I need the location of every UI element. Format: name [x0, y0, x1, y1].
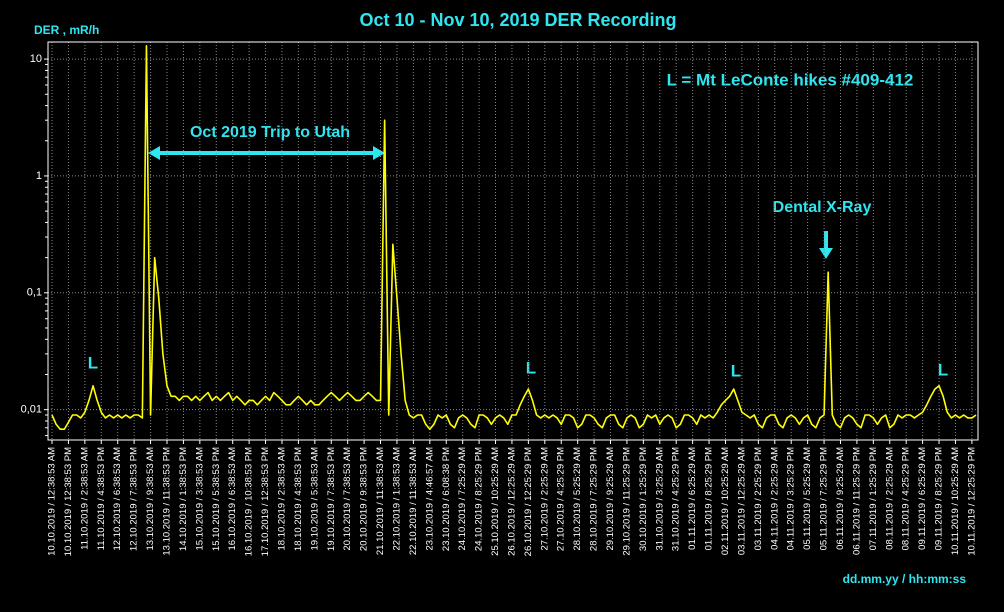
x-tick-label: 13.10.2019 / 11:38:53 PM — [162, 447, 173, 556]
x-tick-label: 25.10.2019 / 10:25:29 AM — [490, 447, 501, 556]
x-tick-label: 23.10.2019 / 4:46:57 AM — [424, 447, 435, 551]
x-tick-label: 16.10.2019 / 6:38:53 AM — [227, 447, 238, 551]
x-tick-label: 26.10.2019 / 12:25:29 PM — [523, 447, 534, 556]
x-tick-label: 19.10.2019 / 5:38:53 AM — [309, 447, 320, 551]
x-tick-label: 10.10.2019 / 12:38:53 AM — [47, 447, 58, 556]
plot-frame — [47, 41, 979, 441]
x-tick-label: 21.10.2019 / 11:38:53 AM — [375, 447, 386, 555]
series-line — [51, 44, 977, 431]
x-tick-label: 22.10.2019 / 11:38:53 AM — [408, 447, 419, 555]
x-tick-label: 10.10.2019 / 12:38:53 PM — [63, 447, 74, 556]
x-tick-label: 12.10.2019 / 6:38:53 AM — [112, 447, 123, 551]
x-tick-label: 08.11.2019 / 4:25:29 PM — [901, 447, 912, 550]
annotation: Oct 2019 Trip to Utah — [190, 124, 350, 141]
x-tick-label: 20.10.2019 / 7:38:53 AM — [342, 447, 353, 551]
x-tick-label: 07.11.2019 / 1:25:29 PM — [868, 447, 879, 550]
x-tick-label: 14.10.2019 / 1:38:53 PM — [178, 447, 189, 551]
y-tick-label: 0,01 — [21, 404, 42, 416]
x-tick-label: 28.10.2019 / 5:25:29 AM — [572, 447, 583, 551]
x-tick-label: 27.10.2019 / 2:25:29 AM — [539, 447, 550, 551]
x-tick-label: 27.10.2019 / 4:25:29 PM — [556, 447, 567, 551]
annotation: Dental X-Ray — [773, 199, 872, 216]
x-tick-label: 11.10.2019 / 2:38:53 AM — [79, 447, 90, 550]
x-tick-label: 06.11.2019 / 9:25:29 AM — [835, 447, 846, 550]
x-tick-label: 03.11.2019 / 2:25:29 PM — [753, 447, 764, 550]
x-tick-label: 10.11.2019 / 12:25:29 PM — [966, 447, 977, 556]
x-tick-label: 22.10.2019 / 1:38:53 AM — [391, 447, 402, 551]
x-tick-label: 11.10.2019 / 4:38:53 PM — [96, 447, 107, 550]
x-tick-label: 05.11.2019 / 5:25:29 AM — [802, 447, 813, 550]
x-tick-label: 04.11.2019 / 2:25:29 AM — [769, 447, 780, 550]
x-tick-label: 29.10.2019 / 9:25:29 AM — [605, 447, 616, 551]
legend-note: L = Mt LeConte hikes #409-412 — [667, 70, 914, 89]
y-tick-label: 10 — [30, 53, 42, 65]
x-tick-label: 24.10.2019 / 7:25:29 AM — [457, 447, 468, 551]
x-tick-label: 16.10.2019 / 10:38:53 PM — [244, 447, 255, 556]
y-axis-label: DER , mR/h — [34, 23, 99, 37]
x-tick-label: 28.10.2019 / 7:25:29 PM — [589, 447, 600, 551]
chart-title: Oct 10 - Nov 10, 2019 DER Recording — [359, 10, 676, 30]
x-axis-label: dd.mm.yy / hh:mm:ss — [843, 572, 967, 586]
x-tick-label: 05.11.2019 / 7:25:29 PM — [819, 447, 830, 550]
y-tick-label: 1 — [36, 170, 42, 182]
plot — [51, 44, 977, 431]
x-tick-label: 15.10.2019 / 5:38:53 PM — [211, 447, 222, 551]
annotation: L — [731, 361, 741, 380]
x-tick-label: 13.10.2019 / 9:38:53 AM — [145, 447, 156, 551]
x-tick-label: 01.11.2019 / 6:25:29 AM — [687, 447, 698, 550]
y-tick-label: 0,1 — [27, 287, 42, 299]
x-tick-label: 24.10.2019 / 8:25:29 PM — [474, 447, 485, 551]
x-tick-label: 29.10.2019 / 11:25:29 PM — [621, 447, 632, 556]
x-tick-label: 18.10.2019 / 2:38:53 AM — [276, 447, 287, 551]
x-tick-label: 30.10.2019 / 1:25:29 PM — [638, 447, 649, 551]
x-tick-label: 09.11.2019 / 6:25:29 AM — [917, 447, 928, 550]
x-tick-label: 26.10.2019 / 12:25:29 AM — [506, 447, 517, 556]
annotation: L — [938, 360, 948, 379]
x-tick-label: 02.11.2019 / 10:25:29 AM — [720, 447, 731, 555]
x-tick-label: 06.11.2019 / 11:25:29 PM — [851, 447, 862, 555]
x-tick-label: 23.10.2019 / 6:08:38 PM — [441, 447, 452, 551]
x-tick-label: 31.10.2019 / 4:25:29 PM — [671, 447, 682, 551]
x-tick-label: 17.10.2019 / 12:38:53 PM — [260, 447, 271, 556]
xray-arrow — [819, 231, 833, 259]
x-tick-label: 03.11.2019 / 12:25:29 AM — [736, 447, 747, 555]
x-tick-label: 19.10.2019 / 7:38:53 PM — [326, 447, 337, 551]
x-tick-label: 15.10.2019 / 3:38:53 AM — [194, 447, 205, 551]
x-tick-label: 08.11.2019 / 2:25:29 AM — [884, 447, 895, 550]
annotation: L — [88, 353, 98, 372]
x-tick-label: 20.10.2019 / 9:38:53 PM — [359, 447, 370, 551]
x-tick-label: 01.11.2019 / 8:25:29 PM — [704, 447, 715, 550]
x-tick-label: 31.10.2019 / 3:25:29 AM — [654, 447, 665, 551]
x-tick-label: 04.11.2019 / 3:25:29 PM — [786, 447, 797, 550]
annotation: L — [526, 358, 536, 377]
x-tick-label: 09.11.2019 / 8:25:29 PM — [934, 447, 945, 550]
x-tick-label: 12.10.2019 / 7:38:53 PM — [129, 447, 140, 551]
grid: 10 1 0,1 0,01 10.10.2019 / 12:38:53 AM 10.10.… — [21, 42, 978, 556]
x-tick-label: 10.11.2019 / 10:25:29 AM — [950, 447, 961, 555]
x-tick-label: 18.10.2019 / 4:38:53 PM — [293, 447, 304, 551]
